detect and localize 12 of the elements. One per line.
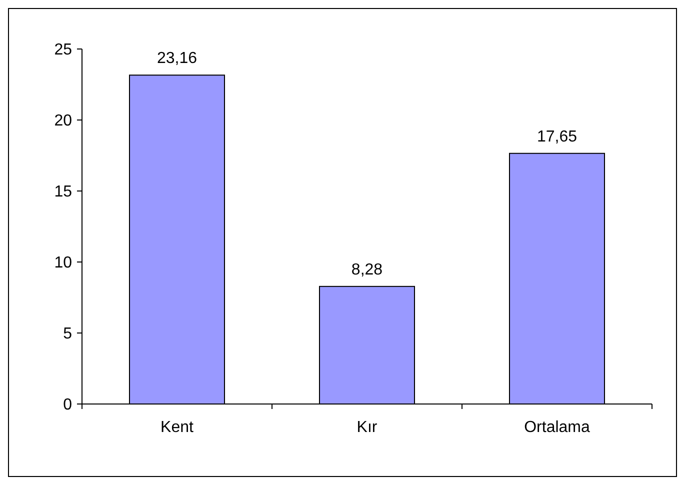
y-tick-label: 0	[63, 396, 72, 414]
data-label: 23,16	[156, 50, 198, 68]
data-label: 17,65	[536, 128, 578, 146]
data-label: 8,28	[351, 261, 383, 278]
y-tick-label: 10	[54, 254, 72, 272]
x-tick-label: Kent	[160, 419, 194, 436]
y-tick-label: 20	[54, 112, 72, 130]
y-tick-label: 25	[54, 42, 72, 59]
y-tick-label: 15	[54, 184, 72, 201]
x-tick-label: Ortalama	[524, 419, 590, 436]
y-tick-label: 5	[63, 326, 72, 343]
x-tick-label: Kır	[356, 419, 378, 436]
